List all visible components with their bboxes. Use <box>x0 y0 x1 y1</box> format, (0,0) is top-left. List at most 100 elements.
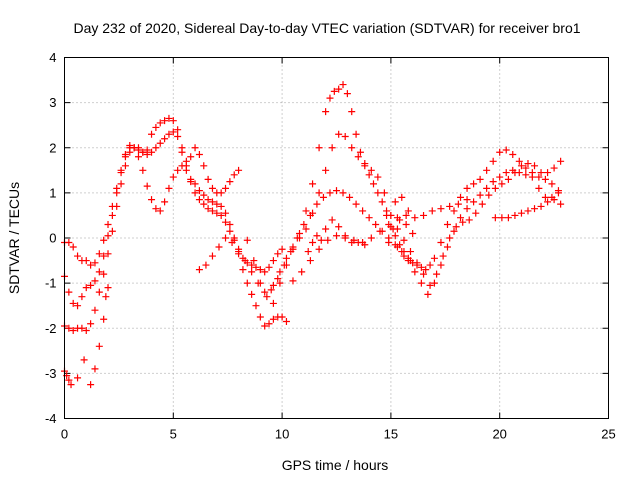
data-point-marker <box>256 266 264 274</box>
data-point-marker <box>174 132 182 140</box>
data-point-marker <box>541 175 549 183</box>
data-point-marker <box>385 239 393 247</box>
y-tick-label: -3 <box>45 366 57 381</box>
data-point-marker <box>248 261 256 269</box>
series-arc-g <box>269 81 562 307</box>
data-point-marker <box>104 284 112 292</box>
data-point-marker <box>143 146 151 154</box>
data-point-marker <box>437 205 445 213</box>
data-point-marker <box>470 198 478 206</box>
series-arc-k <box>491 196 565 222</box>
chart-title: Day 232 of 2020, Sidereal Day-to-day VTE… <box>73 20 580 36</box>
series-arc-e <box>195 166 562 298</box>
data-point-marker <box>269 315 277 323</box>
data-point-marker <box>550 164 558 172</box>
y-tick-label: -2 <box>45 321 57 336</box>
data-point-marker <box>95 250 103 258</box>
data-point-marker <box>276 279 284 287</box>
data-point-marker <box>265 263 273 271</box>
data-point-marker <box>282 317 290 325</box>
data-point-marker <box>217 189 225 197</box>
data-point-marker <box>430 279 438 287</box>
data-point-marker <box>335 85 343 93</box>
data-point-marker <box>385 220 393 228</box>
data-point-marker <box>148 196 156 204</box>
data-point-marker <box>335 130 343 138</box>
data-point-marker <box>195 196 203 204</box>
data-point-marker <box>361 241 369 249</box>
data-point-marker <box>65 376 73 384</box>
data-point-marker <box>104 250 112 258</box>
data-point-marker <box>496 173 504 181</box>
data-point-marker <box>200 200 208 208</box>
tick-labels: 0 5 10 15 20 25 -4 -3 -2 -1 0 1 2 3 4 <box>45 50 616 442</box>
data-point-marker <box>134 153 142 161</box>
data-point-marker <box>446 202 454 210</box>
data-point-marker <box>470 180 478 188</box>
data-point-marker <box>187 153 195 161</box>
data-point-marker <box>374 189 382 197</box>
series-arc-d <box>61 284 112 389</box>
data-point-marker <box>531 205 539 213</box>
data-point-marker <box>426 281 434 289</box>
y-tick-label: 1 <box>49 185 56 200</box>
data-point-marker <box>485 191 493 199</box>
data-point-marker <box>393 243 401 251</box>
data-points <box>61 81 565 389</box>
data-point-marker <box>452 223 460 231</box>
data-point-marker <box>113 189 121 197</box>
data-point-marker <box>213 200 221 208</box>
data-point-marker <box>226 227 234 235</box>
data-point-marker <box>446 234 454 242</box>
data-point-marker <box>374 173 382 181</box>
data-point-marker <box>174 166 182 174</box>
data-point-marker <box>269 281 277 289</box>
data-point-marker <box>554 187 562 195</box>
data-point-marker <box>289 245 297 253</box>
data-point-marker <box>463 184 471 192</box>
data-point-marker <box>396 216 404 224</box>
data-point-marker <box>261 322 269 330</box>
data-point-marker <box>222 184 230 192</box>
data-point-marker <box>502 169 510 177</box>
data-point-marker <box>383 207 391 215</box>
data-point-marker <box>372 220 380 228</box>
data-point-marker <box>78 324 86 332</box>
data-point-marker <box>365 171 373 179</box>
x-tick-label: 20 <box>492 427 506 442</box>
data-point-marker <box>387 211 395 219</box>
data-point-marker <box>169 173 177 181</box>
data-point-marker <box>165 130 173 138</box>
data-point-marker <box>108 211 116 219</box>
data-point-marker <box>208 184 216 192</box>
data-point-marker <box>282 254 290 262</box>
data-point-marker <box>400 236 408 244</box>
data-point-marker <box>282 261 290 269</box>
data-point-marker <box>169 128 177 136</box>
data-point-marker <box>491 184 499 192</box>
data-point-marker <box>300 220 308 228</box>
x-tick-label: 15 <box>384 427 398 442</box>
data-point-marker <box>476 191 484 199</box>
data-point-marker <box>402 211 410 219</box>
data-point-marker <box>324 236 332 244</box>
data-point-marker <box>269 257 277 265</box>
data-point-marker <box>420 211 428 219</box>
data-point-marker <box>102 293 110 301</box>
data-point-marker <box>239 266 247 274</box>
data-point-marker <box>152 144 160 152</box>
data-point-marker <box>313 200 321 208</box>
y-tick-label: 2 <box>49 140 56 155</box>
data-point-marker <box>121 153 129 161</box>
data-point-marker <box>406 248 414 256</box>
data-point-marker <box>139 166 147 174</box>
data-point-marker <box>161 135 169 143</box>
data-point-marker <box>524 160 532 168</box>
data-point-marker <box>367 234 375 242</box>
data-point-marker <box>67 381 75 389</box>
data-point-marker <box>389 225 397 233</box>
data-point-marker <box>450 227 458 235</box>
data-point-marker <box>263 293 271 301</box>
data-point-marker <box>502 146 510 154</box>
data-point-marker <box>134 146 142 154</box>
